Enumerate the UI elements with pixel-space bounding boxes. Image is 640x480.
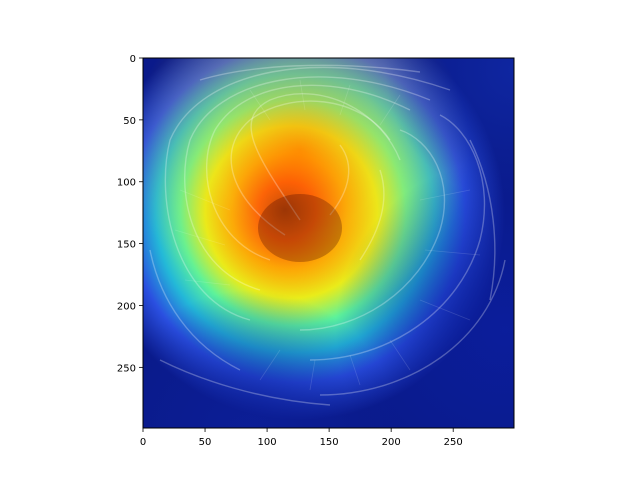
x-axis: 0 50 100 150 200 250 (140, 428, 463, 448)
y-tick-label: 50 (123, 116, 136, 127)
plot-frame (142, 57, 515, 429)
leaf-texture (149, 64, 506, 406)
x-tick-label: 0 (140, 437, 146, 448)
x-tick-label: 100 (258, 437, 277, 448)
y-tick-label: 250 (117, 363, 136, 374)
x-tick-label: 200 (382, 437, 401, 448)
y-tick-label: 150 (117, 240, 136, 251)
x-tick-label: 250 (444, 437, 463, 448)
y-axis: 0 50 100 150 200 250 (117, 54, 143, 374)
y-tick-label: 0 (130, 54, 136, 65)
x-tick-label: 150 (320, 437, 339, 448)
y-tick-label: 100 (117, 178, 136, 189)
dark-core (258, 194, 342, 262)
x-tick-label: 50 (199, 437, 212, 448)
leaf-veins (174, 79, 481, 391)
heatmap-image (143, 58, 514, 428)
y-tick-label: 200 (117, 301, 136, 312)
